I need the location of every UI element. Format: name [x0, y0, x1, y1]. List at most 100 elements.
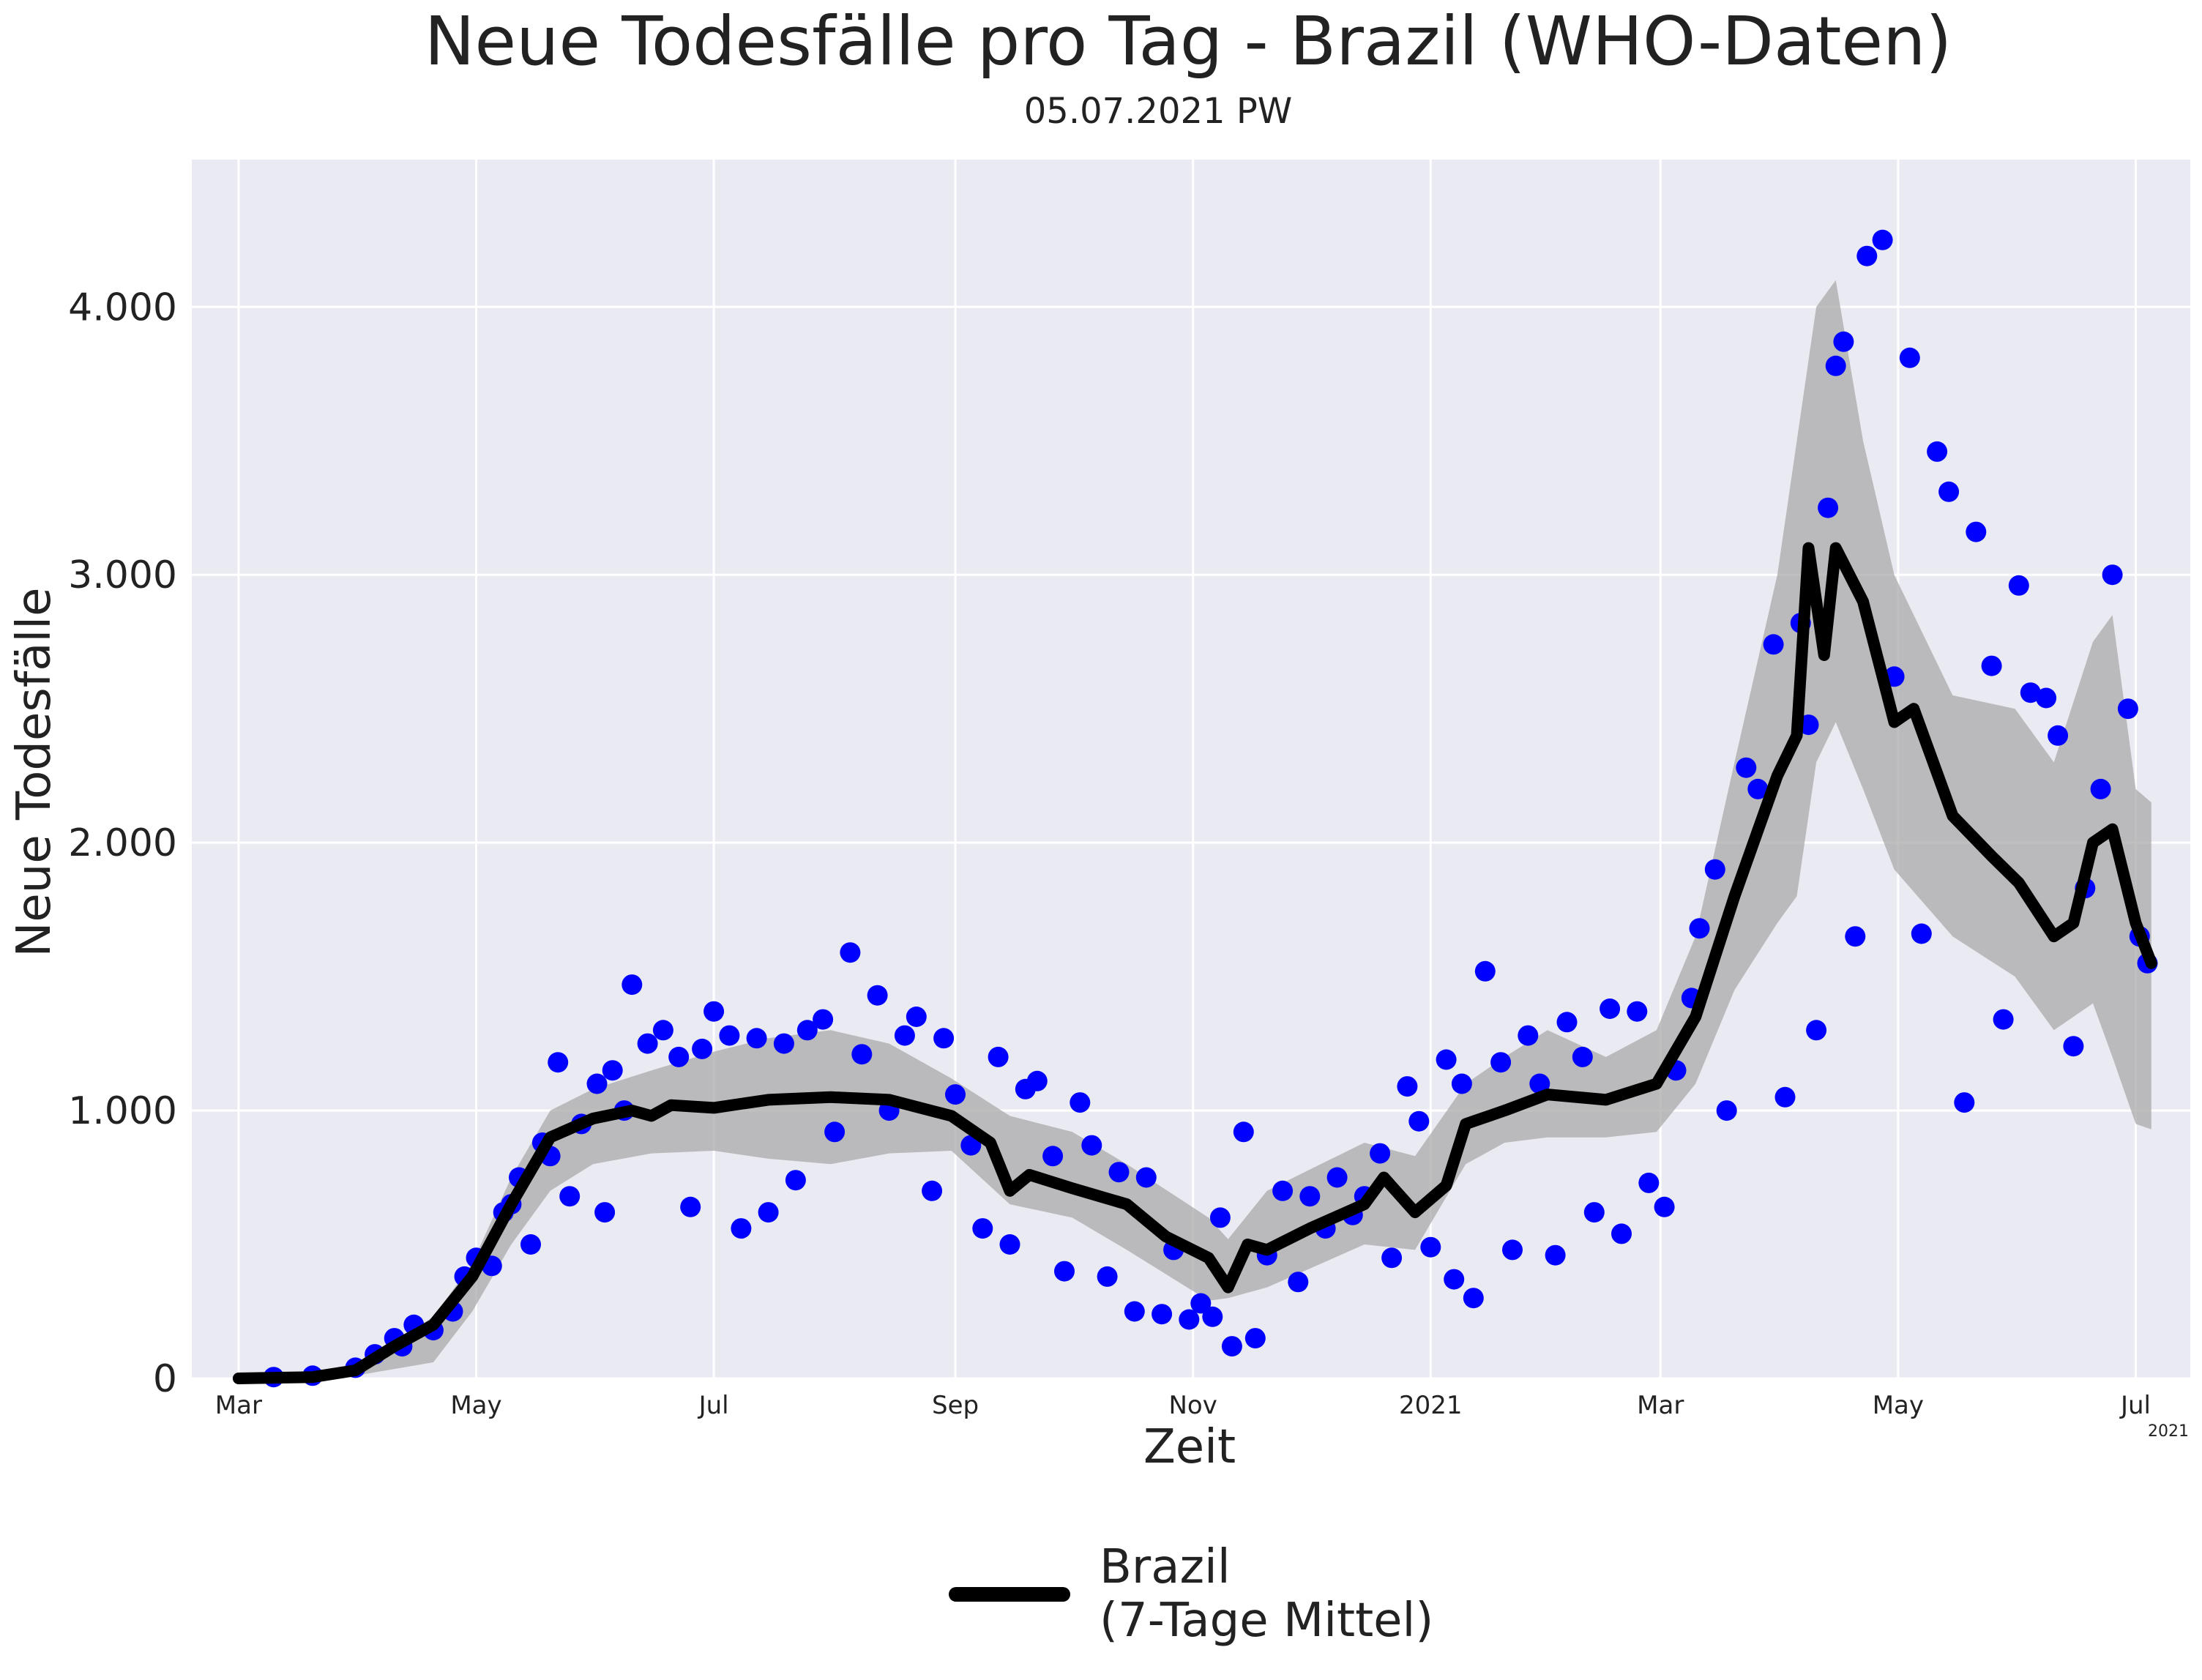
data-point: [840, 942, 861, 963]
data-point: [2090, 778, 2111, 799]
data-point: [1654, 1196, 1675, 1217]
chart-subtitle: 05.07.2021 PW: [1024, 91, 1293, 132]
data-point: [2008, 575, 2029, 596]
mean-line-layer: [232, 542, 2157, 1384]
x-tick-label: Jul: [2119, 1391, 2151, 1420]
data-point: [1474, 960, 1496, 982]
data-point: [1704, 859, 1725, 880]
data-point: [1370, 1143, 1391, 1164]
x-tick-label: Nov: [1168, 1391, 1217, 1420]
data-point: [1299, 1186, 1321, 1207]
data-point: [1899, 347, 1920, 368]
data-point: [1135, 1167, 1157, 1188]
data-point: [1070, 1092, 1091, 1113]
data-point: [1529, 1073, 1550, 1094]
data-point: [867, 985, 888, 1006]
data-point: [1463, 1288, 1484, 1309]
data-point: [945, 1084, 966, 1105]
y-axis-label: Neue Todesfälle: [7, 588, 61, 957]
data-point: [1774, 1086, 1796, 1108]
data-point: [1938, 481, 1960, 502]
data-point: [1806, 1020, 1827, 1041]
x-tick-label: Jul: [698, 1391, 729, 1420]
y-tick-label: 1.000: [68, 1089, 177, 1133]
legend-label-line2: (7-Tage Mittel): [1100, 1594, 1433, 1648]
data-point: [1518, 1025, 1539, 1046]
data-point: [1736, 757, 1757, 778]
data-point: [1244, 1328, 1266, 1349]
data-point: [1818, 497, 1839, 518]
data-point: [1927, 441, 1948, 462]
data-point: [680, 1196, 701, 1217]
y-tick-label: 3.000: [68, 553, 177, 597]
x-tick-label: May: [450, 1391, 501, 1420]
data-point: [1097, 1266, 1118, 1287]
data-point: [851, 1044, 873, 1065]
y-axis-ticks: 0 1.000 2.000 3.000 4.000: [68, 285, 177, 1401]
data-point: [703, 1001, 725, 1022]
x-tick-label: May: [1873, 1391, 1924, 1420]
data-point: [758, 1202, 779, 1223]
data-point: [1233, 1121, 1254, 1143]
data-point: [2020, 682, 2041, 703]
data-point: [1689, 918, 1710, 939]
data-point: [1833, 331, 1854, 352]
data-point: [2102, 564, 2123, 586]
data-point: [1954, 1092, 1975, 1113]
grid-lines: [192, 160, 2190, 1380]
data-point: [933, 1028, 955, 1049]
data-point: [1042, 1146, 1064, 1167]
data-point: [1993, 1009, 2014, 1030]
data-point: [1966, 521, 1987, 542]
data-point: [586, 1073, 608, 1094]
data-point: [1856, 245, 1878, 266]
x-tick-label: 2021: [1399, 1391, 1463, 1420]
data-point: [652, 1020, 673, 1041]
data-point: [1825, 355, 1846, 376]
x-tick-label: Sep: [932, 1391, 979, 1420]
data-point: [1763, 634, 1784, 655]
data-point: [906, 1007, 927, 1027]
x-tick-label: Mar: [215, 1391, 262, 1420]
data-point: [1444, 1269, 1465, 1290]
data-point: [1845, 926, 1866, 947]
data-point: [719, 1025, 740, 1046]
x-axis-ticks: Mar May Jul Sep Nov 2021 Mar May Jul: [215, 1391, 2151, 1420]
data-point: [559, 1186, 581, 1207]
data-point: [1600, 998, 1621, 1019]
data-point: [1911, 923, 1932, 944]
data-point: [1747, 778, 1769, 799]
legend: Brazil (7-Tage Mittel): [949, 1540, 1433, 1648]
data-point: [796, 1020, 818, 1041]
data-point: [1436, 1049, 1457, 1070]
y-tick-label: 4.000: [68, 285, 177, 329]
data-point: [1716, 1100, 1737, 1121]
data-point: [1288, 1272, 1309, 1293]
data-point: [1190, 1293, 1212, 1314]
series-line-brazil: [232, 542, 2157, 1384]
data-point: [520, 1234, 541, 1255]
data-point: [1872, 229, 1893, 250]
data-point: [1981, 655, 2002, 676]
data-point: [922, 1180, 943, 1201]
x-axis-label: Zeit: [1143, 1420, 1236, 1474]
data-point: [824, 1121, 846, 1143]
data-point: [1081, 1135, 1102, 1156]
data-point: [972, 1218, 993, 1239]
data-point: [813, 1009, 834, 1030]
data-point: [1326, 1167, 1348, 1188]
data-point: [1221, 1336, 1242, 1357]
data-point: [1054, 1261, 1075, 1282]
data-point: [731, 1218, 752, 1239]
data-point: [1179, 1309, 1200, 1330]
x-tick-label: Mar: [1637, 1391, 1684, 1420]
data-point: [894, 1025, 915, 1046]
data-point: [1420, 1236, 1441, 1258]
data-point: [1451, 1073, 1472, 1094]
data-point: [1556, 1012, 1578, 1033]
data-point: [1272, 1180, 1294, 1201]
data-point: [1545, 1244, 1566, 1266]
data-point: [602, 1060, 623, 1081]
data-point: [1627, 1001, 1648, 1022]
